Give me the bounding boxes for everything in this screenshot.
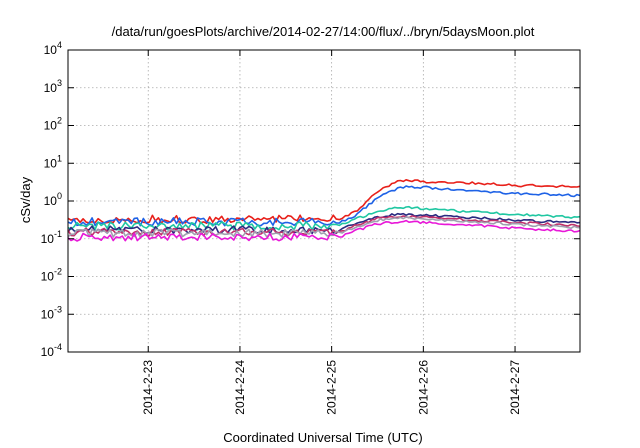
y-tick-label: 102 [44,116,62,133]
series-line-1 [67,179,581,224]
y-tick-exponent: 1 [57,153,62,163]
y-tick-label: 103 [44,78,62,95]
series-line-7 [67,219,581,242]
y-tick-exponent: 4 [57,40,62,50]
y-tick-label: 104 [44,40,62,57]
y-tick-label: 10-4 [41,342,62,359]
grid [68,50,580,352]
y-axis-label: cSv/day [18,176,33,223]
y-tick-exponent: 0 [57,191,62,201]
x-tick-label: 2014-2-24 [233,360,247,415]
series-line-2 [67,185,581,227]
x-tick-label: 2014-2-26 [416,360,430,415]
y-tick-label: 10-1 [41,229,62,246]
x-tick-label: 2014-2-25 [325,360,339,415]
x-tick-label: 2014-2-23 [141,360,155,415]
y-tick-exponent: -1 [54,229,62,239]
y-tick-exponent: -4 [54,342,62,352]
y-tick-label: 10-2 [41,267,62,284]
chart-title: /data/run/goesPlots/archive/2014-02-27/1… [112,24,535,39]
x-axis-label: Coordinated Universal Time (UTC) [223,430,422,445]
y-tick-label: 100 [44,191,62,208]
series-line-3 [67,205,581,231]
y-tick-label: 101 [44,153,62,170]
series-line-6 [67,216,581,238]
y-tick-exponent: 3 [57,78,62,88]
y-tick-exponent: 2 [57,116,62,126]
series-group [67,179,581,242]
y-tick-exponent: -3 [54,304,62,314]
y-tick-exponent: -2 [54,267,62,277]
x-tick-label: 2014-2-27 [508,360,522,415]
y-tick-label: 10-3 [41,304,62,321]
x-axis: 2014-2-23 2014-2-24 2014-2-25 2014-2-26 2014… [141,50,522,415]
